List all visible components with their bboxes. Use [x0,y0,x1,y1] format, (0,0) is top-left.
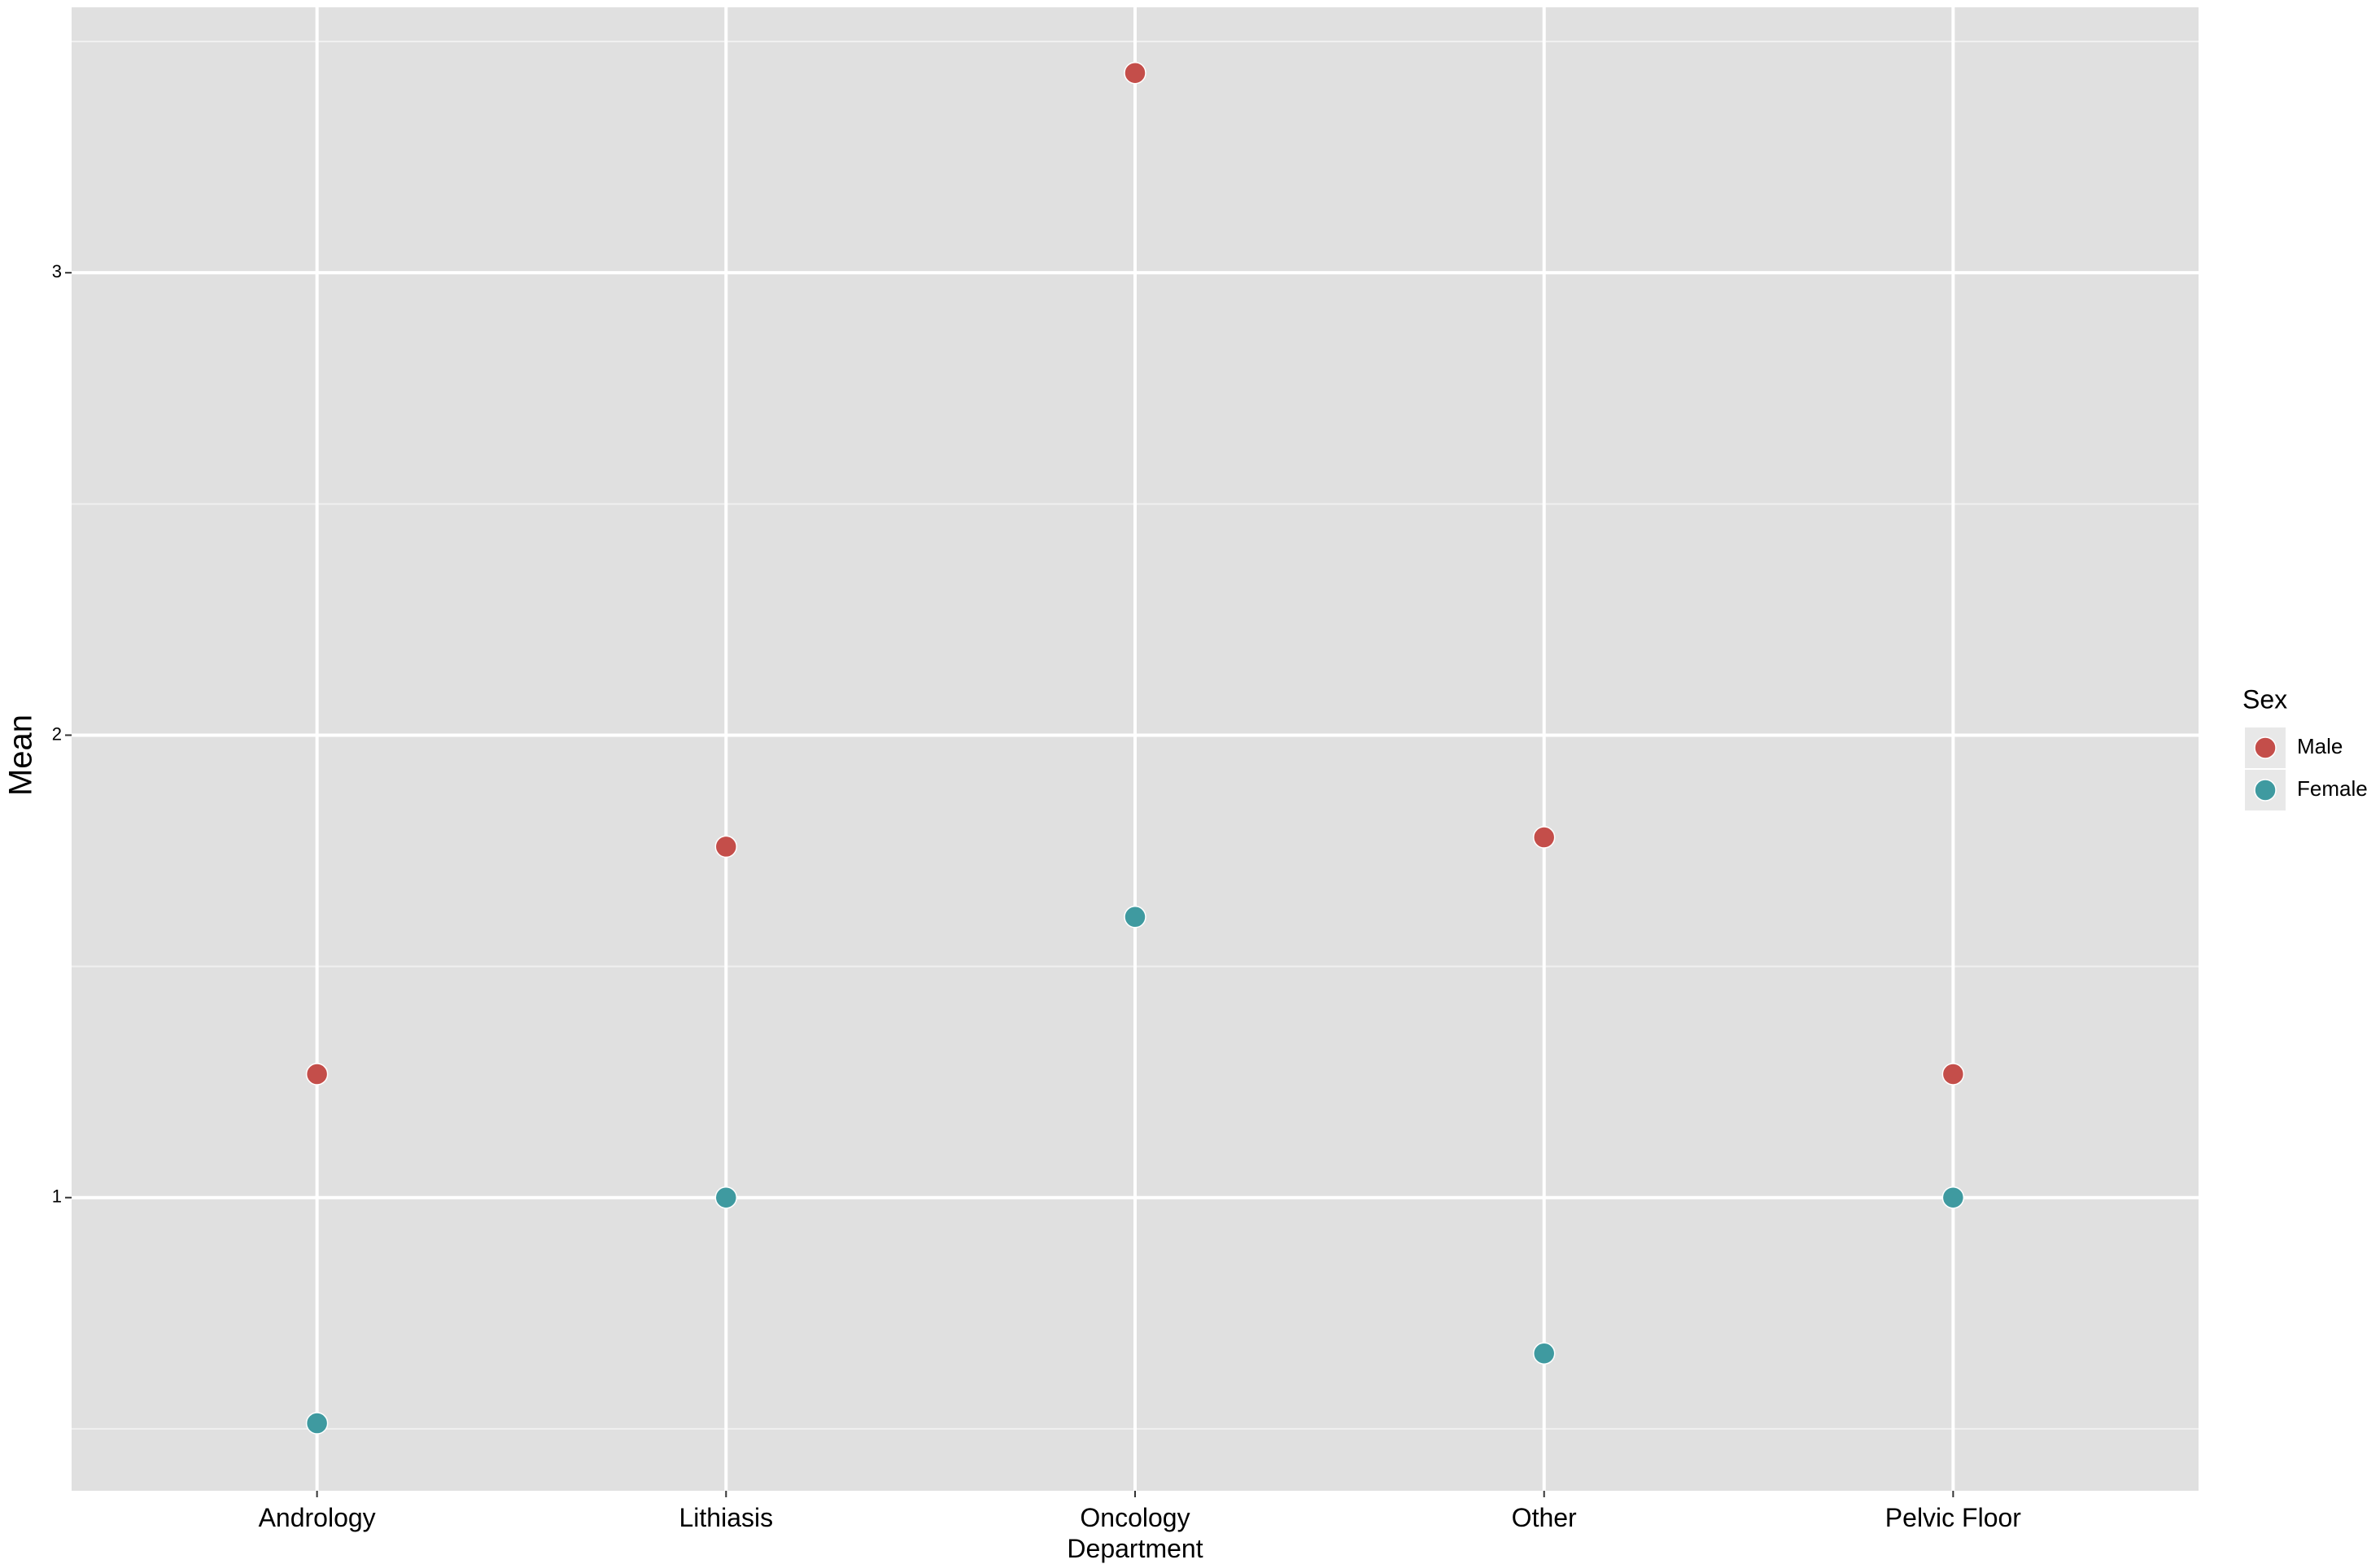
point [714,1186,738,1209]
x-tick-label: Pelvic Floor [1884,1503,2021,1532]
point [1941,1063,1965,1086]
point [714,835,738,858]
x-tick-label: Andrology [258,1503,376,1532]
x-tick-label: Other [1511,1503,1577,1532]
y-tick-label: 3 [52,261,62,282]
point [305,1063,329,1086]
legend-marker [2254,779,2277,802]
y-tick-label: 1 [52,1186,62,1207]
point [1124,906,1146,928]
legend-marker [2254,736,2277,759]
x-tick-label: Lithiasis [679,1503,774,1532]
x-tick-label: Oncology Department [1067,1503,1203,1563]
y-axis-title: Mean [3,714,39,796]
point [1941,1186,1965,1209]
legend-title: Sex [2242,684,2287,714]
point [1532,826,1556,849]
point [1532,1342,1556,1365]
legend-label: Female [2297,776,2368,801]
point [1124,61,1146,85]
point [305,1412,329,1435]
y-tick-label: 2 [52,723,62,744]
legend-label: Male [2297,734,2343,758]
